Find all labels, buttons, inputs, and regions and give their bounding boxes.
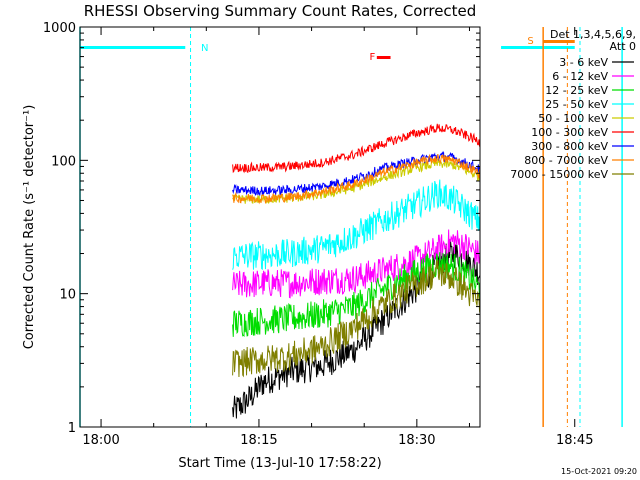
series-line <box>232 229 480 299</box>
series-layer <box>232 123 480 419</box>
y-tick-label: 1 <box>68 421 76 436</box>
series-line <box>232 241 480 419</box>
series-line <box>232 150 480 197</box>
x-tick-label: 18:00 <box>82 433 119 448</box>
legend-entry-label: 50 - 100 keV <box>538 112 608 125</box>
series-line <box>232 153 480 205</box>
x-tick-label: 18:30 <box>398 433 435 448</box>
night-flag-bar <box>80 46 186 49</box>
saa-flag-label: S <box>527 36 533 47</box>
x-tick-label: 18:45 <box>556 433 593 448</box>
y-tick-label: 1000 <box>43 21 76 36</box>
timestamp: 15-Oct-2021 09:20 <box>561 467 637 476</box>
legend-header-line-1: Det 1,3,4,5,6,9, <box>550 28 636 41</box>
chart-title: RHESSI Observing Summary Count Rates, Co… <box>84 2 477 20</box>
x-tick-label: 18:15 <box>240 433 277 448</box>
legend-entry-label: 100 - 300 keV <box>531 126 608 139</box>
night-flag-bar <box>501 46 575 49</box>
night-flag-label: N <box>201 43 208 54</box>
legend-entry-label: 12 - 25 keV <box>545 84 608 97</box>
legend-entry-label: 800 - 7000 keV <box>524 154 608 167</box>
legend-entry-label: 7000 - 15000 keV <box>510 168 608 181</box>
flare-flag-bar <box>376 56 391 59</box>
y-axis-label: Corrected Count Rate (s⁻¹ detector⁻¹) <box>22 105 37 350</box>
flare-flag-label: F <box>369 52 375 63</box>
legend-entry-label: 3 - 6 keV <box>559 56 608 69</box>
x-axis-label: Start Time (13-Jul-10 17:58:22) <box>178 456 381 471</box>
legend-entry-label: 300 - 800 keV <box>531 140 608 153</box>
series-line <box>232 123 480 174</box>
plot-frame <box>79 26 481 428</box>
legend-entry-label: 25 - 50 keV <box>545 98 608 111</box>
y-tick-label: 100 <box>51 154 76 169</box>
series-line <box>232 260 480 378</box>
legend-header-line-2: Att 0 <box>610 40 636 53</box>
y-axis: 1 10 100 1000 <box>43 21 480 436</box>
legend-entry-label: 6 - 12 keV <box>552 70 608 83</box>
y-tick-label: 10 <box>59 288 76 303</box>
saa-flag-bar <box>543 40 575 43</box>
flags-layer: N S F <box>79 27 623 427</box>
series-line <box>232 179 480 271</box>
